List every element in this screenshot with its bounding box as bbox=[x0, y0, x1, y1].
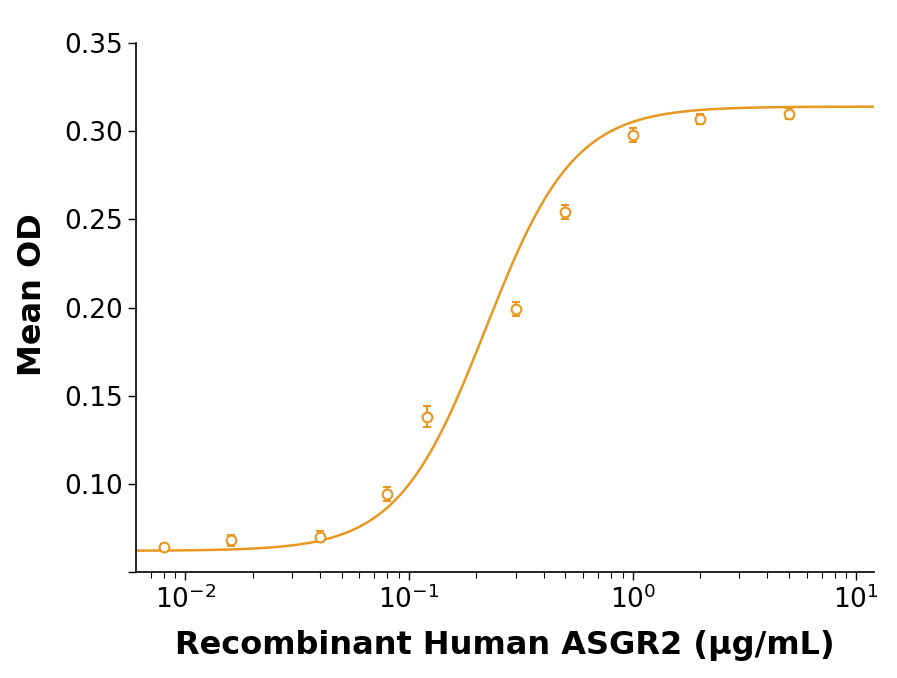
Y-axis label: Mean OD: Mean OD bbox=[17, 213, 48, 376]
X-axis label: Recombinant Human ASGR2 (μg/mL): Recombinant Human ASGR2 (μg/mL) bbox=[176, 631, 835, 661]
